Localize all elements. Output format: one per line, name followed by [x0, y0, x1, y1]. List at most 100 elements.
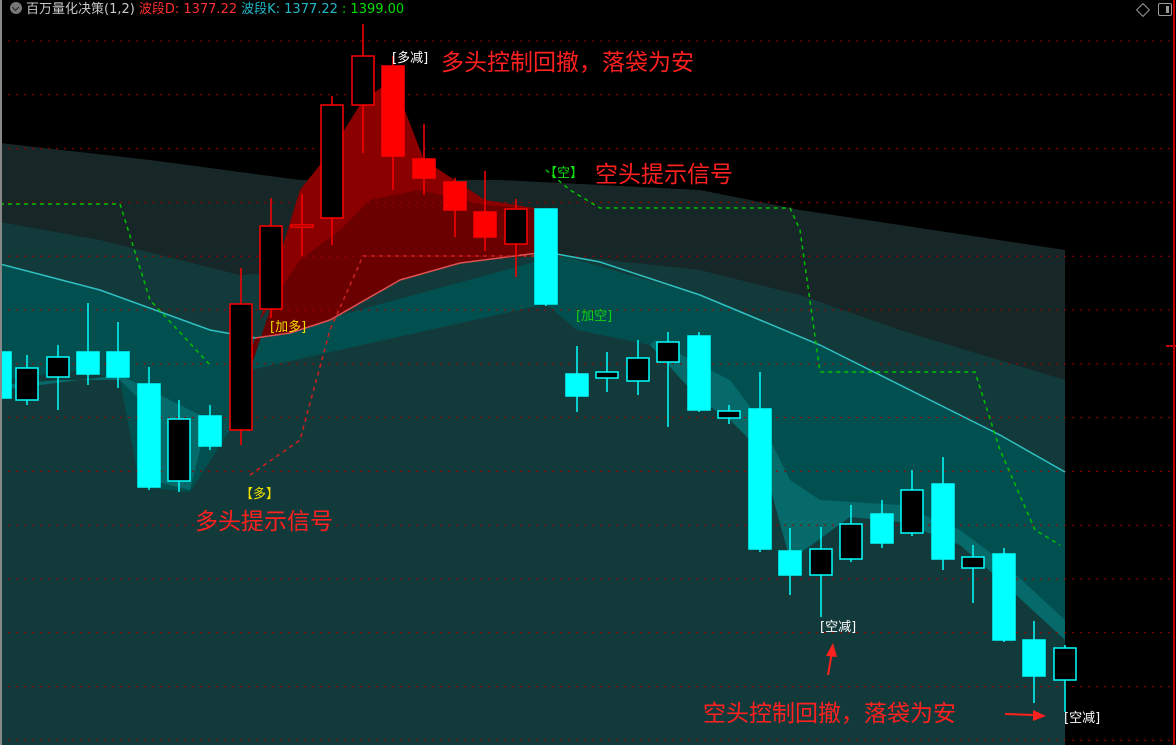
candle-body — [381, 65, 405, 157]
candle — [106, 322, 130, 388]
indicator-header: 百万量化决策(1,2) 波段D: 1377.22 波段K: 1377.22: 139… — [0, 0, 1176, 20]
candle-body — [565, 373, 589, 397]
indicator-title: 百万量化决策(1,2) — [26, 2, 135, 17]
candle — [229, 268, 253, 445]
candle-body — [778, 550, 802, 576]
candle — [137, 367, 161, 490]
candle — [198, 405, 222, 450]
candle-body — [748, 408, 772, 550]
long-reduce-label: [多减] — [392, 51, 429, 66]
candle — [870, 500, 894, 548]
candle — [931, 457, 955, 570]
candle — [748, 372, 772, 552]
candle — [900, 470, 924, 536]
candle-body — [1053, 647, 1077, 681]
candle — [290, 194, 314, 256]
candle-body — [656, 341, 680, 363]
candle-body — [626, 357, 650, 382]
signal-line-bull — [249, 255, 546, 476]
candle — [534, 208, 558, 306]
candle-body — [320, 104, 344, 219]
candle — [961, 545, 985, 603]
candle-body — [0, 351, 12, 399]
candle — [626, 340, 650, 395]
candle — [473, 171, 497, 251]
candle-body — [1022, 639, 1046, 677]
short-reduce-label: [空减] — [820, 620, 857, 635]
candle-body — [46, 356, 70, 378]
candle — [687, 332, 711, 412]
candle-body — [931, 483, 955, 560]
candle-body — [900, 489, 924, 534]
candle — [595, 352, 619, 392]
candle — [76, 303, 100, 385]
candle-body — [229, 303, 253, 431]
candle — [0, 350, 12, 400]
extra-value: : 1399.00 — [341, 2, 405, 17]
candle-body — [809, 548, 833, 576]
candle — [381, 56, 405, 190]
candle-body — [412, 158, 436, 179]
candle — [839, 505, 863, 562]
candle-body — [992, 553, 1016, 641]
candle — [504, 199, 528, 277]
candle-body — [167, 418, 191, 482]
wave-d-value: 波段D: 1377.22 — [138, 2, 238, 17]
signal-line-right — [545, 169, 1061, 546]
candle — [656, 332, 680, 427]
candle-body — [198, 415, 222, 447]
candle-body — [15, 367, 39, 401]
candle — [443, 178, 467, 237]
arrow-up-icon — [826, 643, 837, 676]
signal-line-left — [0, 203, 211, 366]
add-long-label: [加多] — [270, 320, 307, 335]
candle-body — [76, 351, 100, 375]
window-toggle-icon[interactable] — [1158, 3, 1172, 16]
midline-right — [545, 251, 1066, 473]
candle-body — [961, 556, 985, 569]
short-reduce-end-label: [空减] — [1064, 711, 1101, 726]
right-margin — [1065, 0, 1176, 745]
candle — [259, 198, 283, 318]
collapse-icon[interactable] — [10, 2, 22, 14]
long-control-annotation: 多头控制回撤，落袋为安 — [441, 50, 694, 76]
long-signal-tag: 【多】 — [240, 487, 280, 502]
candle-body — [504, 208, 528, 245]
candle-body — [351, 55, 375, 106]
wave-k-value: 波段K: 1377.22 — [241, 2, 338, 17]
long-signal-annotation: 多头提示信号 — [195, 509, 333, 535]
candle — [15, 355, 39, 405]
short-control-annotation: 空头控制回撤，落袋为安 — [703, 701, 956, 727]
candle — [992, 548, 1016, 642]
short-signal-annotation: 空头提示信号 — [595, 162, 733, 188]
candle — [717, 405, 741, 424]
candles — [0, 24, 1077, 712]
candle — [1022, 621, 1046, 703]
candle — [565, 346, 589, 412]
candle-body — [137, 383, 161, 488]
arrow-right-icon — [1004, 710, 1046, 721]
candle-body — [290, 224, 314, 228]
candle-body — [839, 523, 863, 560]
add-short-label: [加空] — [576, 309, 613, 324]
candle-body — [595, 371, 619, 379]
candle-body — [687, 335, 711, 411]
candle-body — [717, 410, 741, 419]
candle-body — [443, 181, 467, 211]
bull-midline — [254, 251, 547, 339]
candle — [778, 528, 802, 595]
candle — [320, 96, 344, 245]
candle-body — [259, 225, 283, 310]
candle — [351, 24, 375, 153]
short-signal-tag: 【空】 — [544, 166, 584, 181]
candle — [412, 124, 436, 195]
candle-body — [870, 513, 894, 544]
candle — [167, 400, 191, 492]
candle — [809, 527, 833, 617]
candle — [46, 345, 70, 410]
candle — [1053, 645, 1077, 712]
candle-body — [106, 351, 130, 378]
bull-zone-fill — [230, 80, 546, 430]
candle-body — [473, 211, 497, 238]
